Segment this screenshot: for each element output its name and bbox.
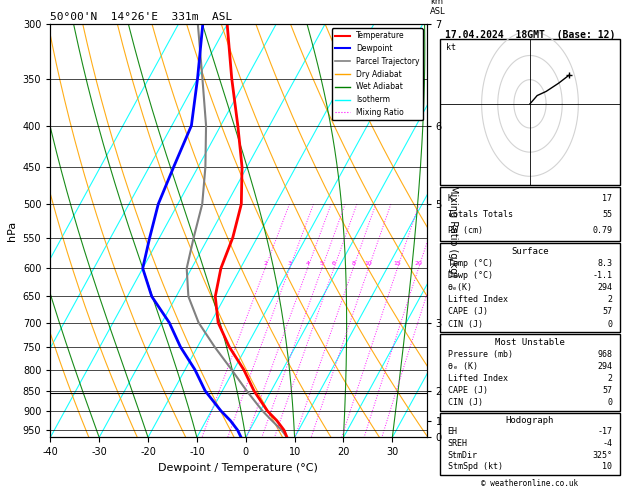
Text: 6: 6 [332,261,336,266]
Text: 17: 17 [603,193,613,203]
Text: 50°00'N  14°26'E  331m  ASL: 50°00'N 14°26'E 331m ASL [50,12,233,22]
Text: 3: 3 [287,261,292,266]
Text: SREH: SREH [448,439,467,448]
X-axis label: Dewpoint / Temperature (°C): Dewpoint / Temperature (°C) [159,463,318,473]
Text: 0: 0 [608,320,613,329]
Bar [440,413,620,474]
Text: CAPE (J): CAPE (J) [448,386,487,395]
Text: 294: 294 [598,283,613,292]
Text: StmSpd (kt): StmSpd (kt) [448,463,503,471]
Y-axis label: hPa: hPa [7,221,17,241]
Text: Lifted Index: Lifted Index [448,374,508,383]
Text: 17.04.2024  18GMT  (Base: 12): 17.04.2024 18GMT (Base: 12) [445,31,615,40]
Text: 57: 57 [603,386,613,395]
Text: 968: 968 [598,349,613,359]
Text: 325°: 325° [593,451,613,460]
Text: Hodograph: Hodograph [506,416,554,425]
Text: Temp (°C): Temp (°C) [448,259,493,268]
Text: -17: -17 [598,427,613,436]
Text: 2: 2 [263,261,267,266]
Text: 0.79: 0.79 [593,226,613,235]
Text: 294: 294 [598,362,613,371]
Text: 2: 2 [608,374,613,383]
Text: θₑ(K): θₑ(K) [448,283,472,292]
Text: 4: 4 [306,261,309,266]
Text: Totals Totals: Totals Totals [448,210,513,219]
Text: EH: EH [448,427,457,436]
Text: 8.3: 8.3 [598,259,613,268]
Text: 57: 57 [603,308,613,316]
Text: -1.1: -1.1 [593,271,613,280]
Text: © weatheronline.co.uk: © weatheronline.co.uk [481,479,579,486]
Bar [440,188,620,241]
Text: Pressure (mb): Pressure (mb) [448,349,513,359]
Text: 20: 20 [415,261,423,266]
Text: 15: 15 [394,261,401,266]
Text: Surface: Surface [511,247,549,256]
Text: StmDir: StmDir [448,451,477,460]
Text: kt: kt [446,43,456,52]
Text: CIN (J): CIN (J) [448,320,482,329]
Text: θₑ (K): θₑ (K) [448,362,477,371]
Text: 10: 10 [603,463,613,471]
Text: -4: -4 [603,439,613,448]
Text: 55: 55 [603,210,613,219]
Bar [440,243,620,332]
Y-axis label: Mixing Ratio (g/kg): Mixing Ratio (g/kg) [448,185,459,277]
Text: 2: 2 [608,295,613,304]
Text: PW (cm): PW (cm) [448,226,482,235]
Text: CAPE (J): CAPE (J) [448,308,487,316]
Text: 5: 5 [320,261,324,266]
Text: Dewp (°C): Dewp (°C) [448,271,493,280]
Text: K: K [448,193,453,203]
Text: CIN (J): CIN (J) [448,398,482,407]
Text: 0: 0 [608,398,613,407]
Text: Lifted Index: Lifted Index [448,295,508,304]
Text: 8: 8 [351,261,355,266]
Text: Most Unstable: Most Unstable [495,337,565,347]
Text: km
ASL: km ASL [430,0,446,16]
Text: 10: 10 [365,261,372,266]
Bar [440,334,620,411]
Legend: Temperature, Dewpoint, Parcel Trajectory, Dry Adiabat, Wet Adiabat, Isotherm, Mi: Temperature, Dewpoint, Parcel Trajectory… [331,28,423,120]
Bar [440,39,620,186]
